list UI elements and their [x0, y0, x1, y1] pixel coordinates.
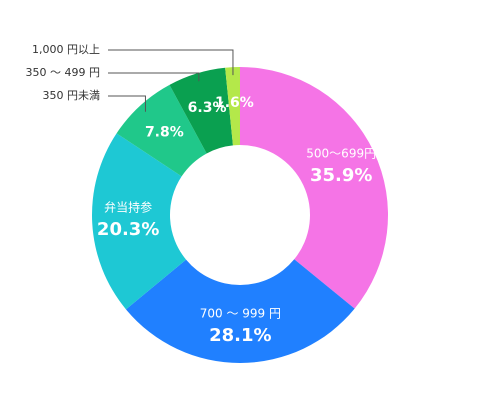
value-label: 28.1% [209, 325, 271, 346]
donut-slice [125, 259, 355, 363]
slice-label: 350 円未満 [43, 89, 101, 102]
donut-slice [116, 84, 207, 177]
leader-line [108, 49, 234, 76]
slice-label: 弁当持参 [104, 199, 152, 214]
donut-slice [225, 67, 240, 146]
slice-label: 700 ～ 999 円 [200, 306, 281, 320]
slice-label: 500～699円 [306, 146, 376, 160]
donut-slice [240, 67, 389, 309]
leader-line [108, 72, 200, 82]
leader-line [108, 95, 146, 112]
value-label: 35.9% [310, 165, 372, 186]
value-label: 20.3% [97, 219, 159, 240]
value-label: 7.8% [145, 124, 184, 140]
slice-label: 1,000 円以上 [32, 43, 100, 56]
donut-slice [92, 133, 187, 310]
slice-label: 350 ～ 499 円 [26, 66, 100, 79]
value-label: 6.3% [188, 100, 227, 116]
value-label: 1.6% [215, 95, 254, 111]
donut-slice [169, 67, 233, 154]
